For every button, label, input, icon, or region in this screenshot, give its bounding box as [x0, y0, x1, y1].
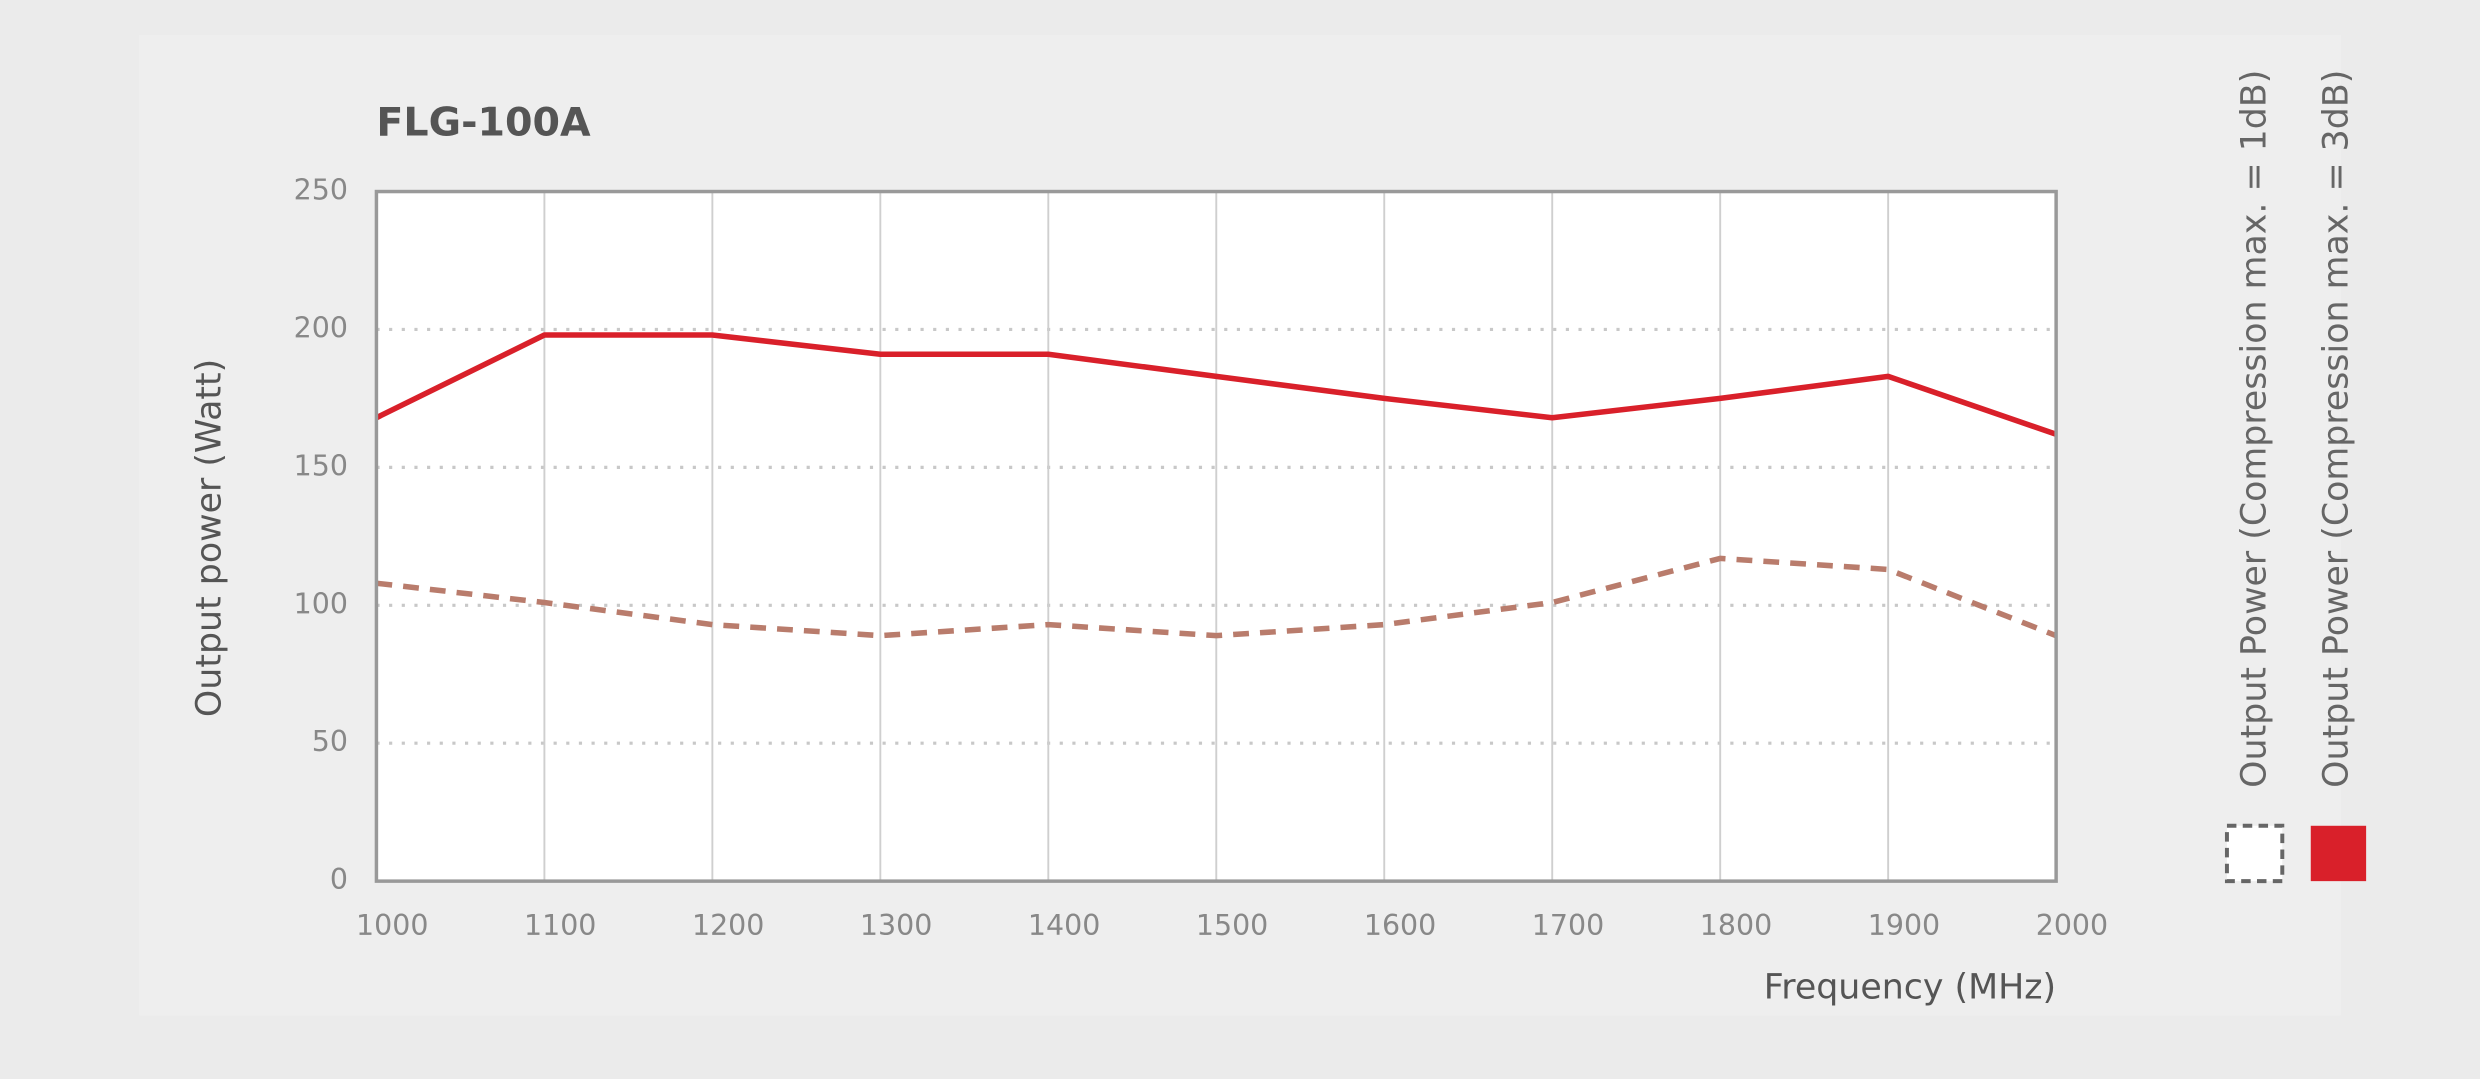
y-axis-label: Output power (Watt): [189, 359, 229, 717]
x-axis-label: Frequency (MHz): [1764, 968, 2056, 1008]
x-tick-label: 2000: [2036, 909, 2108, 942]
legend-label: Output Power (Compression max. = 3dB): [2317, 70, 2357, 788]
x-tick-label: 1200: [692, 909, 764, 942]
y-tick-label: 200: [294, 311, 348, 344]
series-line: [375, 332, 2058, 437]
legend-swatch: [2224, 823, 2285, 884]
plot-border: [374, 189, 2058, 883]
x-tick-label: 1800: [1700, 909, 1772, 942]
x-tick-label: 1600: [1364, 909, 1436, 942]
y-tick-label: 100: [294, 587, 348, 620]
y-tick-label: 50: [312, 725, 348, 758]
x-tick-label: 1000: [356, 909, 428, 942]
x-tick-label: 1900: [1868, 909, 1940, 942]
x-tick-label: 1400: [1028, 909, 1100, 942]
x-tick-label: 1300: [860, 909, 932, 942]
chart-title: FLG-100A: [376, 100, 591, 146]
x-tick-label: 1100: [524, 909, 596, 942]
y-tick-label: 0: [330, 863, 348, 896]
legend-label: Output Power (Compression max. = 1dB): [2234, 70, 2274, 788]
series-line: [376, 555, 2058, 639]
legend-swatch: [2310, 825, 2367, 882]
x-tick-label: 1700: [1532, 909, 1604, 942]
y-tick-label: 250: [294, 174, 348, 207]
y-tick-label: 150: [294, 449, 348, 482]
x-tick-label: 1500: [1196, 909, 1268, 942]
